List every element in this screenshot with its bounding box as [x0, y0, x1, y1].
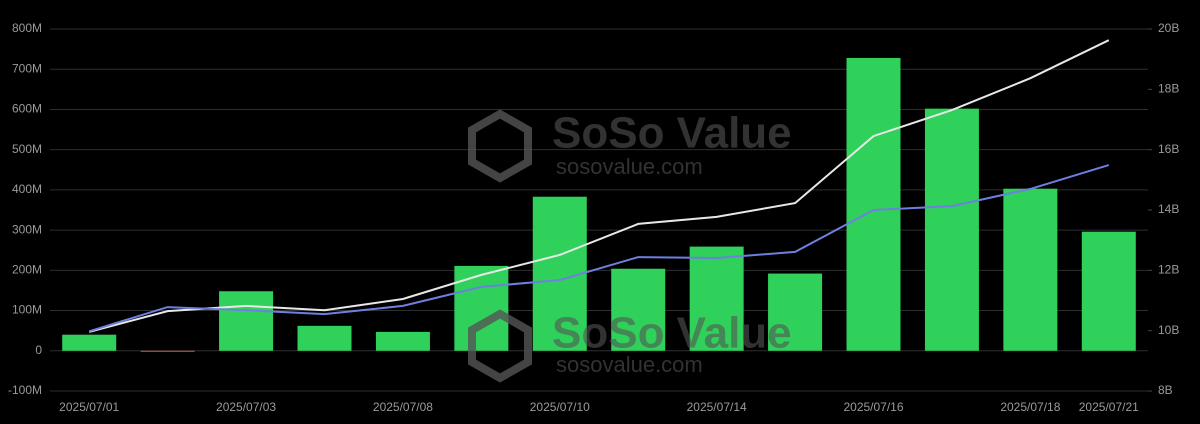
y-tick-label: 700M: [12, 61, 42, 75]
x-tick-label: 2025/07/08: [373, 400, 433, 414]
x-tick-label: 2025/07/21: [1079, 400, 1139, 414]
watermark-brand: SoSo Value: [552, 109, 792, 158]
y2-tick-label: 18B: [1158, 82, 1179, 96]
y-tick-label: 300M: [12, 222, 42, 236]
y-tick-label: -100M: [8, 383, 42, 397]
y-tick-label: 600M: [12, 102, 42, 116]
bar: [924, 108, 979, 351]
watermark-url: sosovalue.com: [556, 154, 703, 179]
bar: [611, 268, 666, 351]
overlay: -100M 0 100M 200M 300M 400M 500M 600M 700M 800M 8B…: [8, 21, 1179, 414]
bar: [219, 291, 274, 351]
watermark-logo: [468, 109, 532, 183]
y2-tick-label: 12B: [1158, 263, 1179, 277]
x-tick-label: 2025/07/01: [59, 400, 119, 414]
y2-tick-label: 8B: [1158, 383, 1173, 397]
y-tick-label: 500M: [12, 142, 42, 156]
bar: [768, 273, 823, 351]
y-tick-label: 400M: [12, 182, 42, 196]
watermark-url: sosovalue.com: [556, 352, 703, 377]
x-tick-label: 2025/07/18: [1000, 400, 1060, 414]
y-tick-label: 800M: [12, 21, 42, 35]
bar: [454, 265, 509, 351]
bar: [846, 57, 901, 351]
plot: [50, 28, 1148, 392]
bar: [1081, 231, 1136, 351]
x-tick-label: 2025/07/10: [530, 400, 590, 414]
x-tick-label: 2025/07/16: [843, 400, 903, 414]
y-tick-label: 200M: [12, 263, 42, 277]
y2-tick-label: 14B: [1158, 202, 1179, 216]
y2-tick-label: 16B: [1158, 142, 1179, 156]
bar: [1003, 188, 1058, 351]
watermark: SoSo Value sosovalue.com SoSo Value soso…: [468, 109, 792, 383]
y2-tick-label: 10B: [1158, 323, 1179, 337]
line: [88, 39, 1110, 333]
bar: [62, 334, 117, 351]
y-tick-label: 100M: [12, 303, 42, 317]
x-tick-label: 2025/07/14: [687, 400, 747, 414]
x-tick-label: 2025/07/03: [216, 400, 276, 414]
watermark-logo: [468, 309, 532, 383]
line: [88, 164, 1110, 333]
watermark-brand: SoSo Value: [552, 309, 792, 358]
y-tick-label: 0: [35, 343, 42, 357]
bar: [297, 325, 352, 351]
bar: [375, 331, 430, 351]
bar: [140, 350, 195, 352]
bar: [689, 246, 744, 351]
y2-tick-label: 20B: [1158, 21, 1179, 35]
